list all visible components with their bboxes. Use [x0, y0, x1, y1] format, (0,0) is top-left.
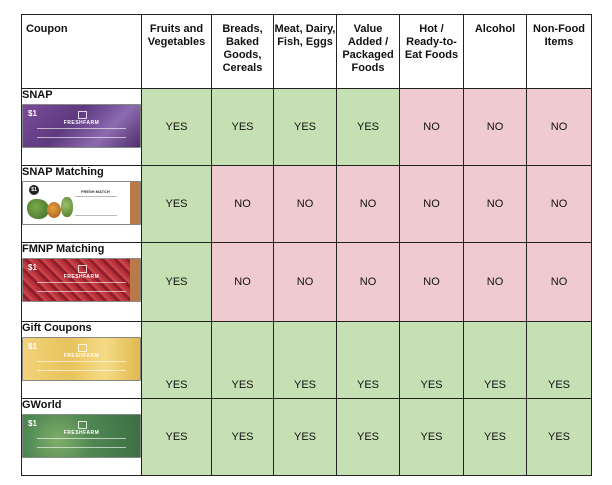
coupon-name: SNAP Matching: [22, 166, 104, 178]
fmnp-matching-coupon-image: $1 FRESHFARM: [22, 258, 141, 302]
coupon-name: GWorld: [22, 399, 62, 411]
eligibility-cell: YES: [141, 165, 212, 243]
header-alcohol: Alcohol: [463, 14, 527, 89]
eligibility-cell: NO: [526, 165, 592, 243]
coupon-name: FMNP Matching: [22, 243, 105, 255]
table-row: SNAP $1 FRESHFARM YES YES YES YES NO NO …: [21, 88, 592, 166]
eligibility-cell: YES: [211, 398, 274, 476]
coupon-cell-gift: Gift Coupons $1 FRESHFARM: [21, 321, 142, 399]
vegetable-icon: [61, 197, 73, 217]
eligibility-cell: YES: [141, 398, 212, 476]
vegetable-icon: [47, 202, 61, 218]
eligibility-cell: YES: [141, 321, 212, 399]
eligibility-cell: NO: [463, 242, 527, 322]
eligibility-cell: NO: [463, 165, 527, 243]
gift-coupon-image: $1 FRESHFARM: [22, 337, 141, 381]
table-row: Gift Coupons $1 FRESHFARM YES YES YES YE…: [21, 321, 592, 399]
gworld-coupon-image: $1 FRESHFARM: [22, 414, 141, 458]
eligibility-cell: YES: [463, 398, 527, 476]
logo-icon: [77, 421, 87, 429]
coupon-brand: FRESH MATCH: [81, 189, 110, 194]
coupon-fine-print: [37, 361, 126, 371]
eligibility-cell: YES: [526, 398, 592, 476]
header-coupon: Coupon: [21, 14, 142, 89]
logo-icon: [77, 111, 87, 119]
coupon-amount: $1: [28, 342, 37, 351]
coupon-eligibility-table: Coupon Fruits and Vegetables Breads, Bak…: [21, 14, 592, 476]
table-row: GWorld $1 FRESHFARM YES YES YES YES YES …: [21, 398, 592, 476]
coupon-fine-print: [37, 438, 126, 448]
eligibility-cell: NO: [526, 88, 592, 166]
eligibility-cell: NO: [273, 165, 337, 243]
eligibility-cell: NO: [399, 242, 464, 322]
header-hot-foods: Hot / Ready-to-Eat Foods: [399, 14, 464, 89]
snap-coupon-image: $1 FRESHFARM: [22, 104, 141, 148]
logo-icon: [77, 344, 87, 352]
eligibility-cell: YES: [273, 88, 337, 166]
eligibility-cell: YES: [336, 398, 400, 476]
coupon-name: SNAP: [22, 89, 53, 101]
eligibility-cell: NO: [273, 242, 337, 322]
coupon-cell-snap-matching: SNAP Matching $1 FRESH MATCH: [21, 165, 142, 243]
coupon-amount: $1: [28, 419, 37, 428]
coupon-fine-print: [37, 128, 126, 138]
coupon-amount: $1: [28, 263, 37, 272]
coupon-brand: FRESHFARM: [63, 430, 100, 436]
coupon-brand: FRESHFARM: [63, 353, 100, 359]
eligibility-cell: NO: [399, 165, 464, 243]
table-row: SNAP Matching $1 FRESH MATCH YES NO NO N…: [21, 165, 592, 243]
eligibility-cell: YES: [141, 242, 212, 322]
header-non-food: Non-Food Items: [526, 14, 592, 89]
coupon-side-strip: [130, 259, 140, 301]
eligibility-cell: YES: [526, 321, 592, 399]
coupon-amount: $1: [29, 185, 39, 195]
eligibility-cell: YES: [273, 398, 337, 476]
table-row: FMNP Matching $1 FRESHFARM YES NO NO NO …: [21, 242, 592, 322]
coupon-amount: $1: [28, 109, 37, 118]
header-fruits-vegetables: Fruits and Vegetables: [141, 14, 212, 89]
coupon-brand: FRESHFARM: [63, 274, 100, 280]
eligibility-cell: YES: [273, 321, 337, 399]
snap-matching-coupon-image: $1 FRESH MATCH: [22, 181, 141, 225]
eligibility-cell: NO: [399, 88, 464, 166]
eligibility-cell: YES: [141, 88, 212, 166]
eligibility-cell: YES: [336, 321, 400, 399]
coupon-cell-fmnp-matching: FMNP Matching $1 FRESHFARM: [21, 242, 142, 322]
eligibility-cell: YES: [463, 321, 527, 399]
coupon-side-strip: [130, 182, 140, 224]
vegetable-icon: [27, 199, 49, 219]
eligibility-cell: YES: [399, 398, 464, 476]
coupon-name: Gift Coupons: [22, 322, 92, 334]
coupon-brand: FRESHFARM: [63, 120, 100, 126]
header-breads-baked-goods: Breads, Baked Goods, Cereals: [211, 14, 274, 89]
eligibility-cell: YES: [336, 88, 400, 166]
eligibility-cell: YES: [399, 321, 464, 399]
header-value-added: Value Added / Packaged Foods: [336, 14, 400, 89]
coupon-fine-print: [37, 282, 126, 292]
coupon-cell-gworld: GWorld $1 FRESHFARM: [21, 398, 142, 476]
eligibility-cell: YES: [211, 321, 274, 399]
eligibility-cell: NO: [526, 242, 592, 322]
coupon-cell-snap: SNAP $1 FRESHFARM: [21, 88, 142, 166]
eligibility-cell: NO: [336, 165, 400, 243]
eligibility-cell: NO: [211, 165, 274, 243]
header-row: Coupon Fruits and Vegetables Breads, Bak…: [21, 14, 592, 89]
eligibility-cell: NO: [463, 88, 527, 166]
coupon-fine-print: [75, 196, 117, 216]
eligibility-cell: NO: [336, 242, 400, 322]
eligibility-cell: YES: [211, 88, 274, 166]
header-meat-dairy: Meat, Dairy, Fish, Eggs: [273, 14, 337, 89]
eligibility-cell: NO: [211, 242, 274, 322]
logo-icon: [77, 265, 87, 273]
